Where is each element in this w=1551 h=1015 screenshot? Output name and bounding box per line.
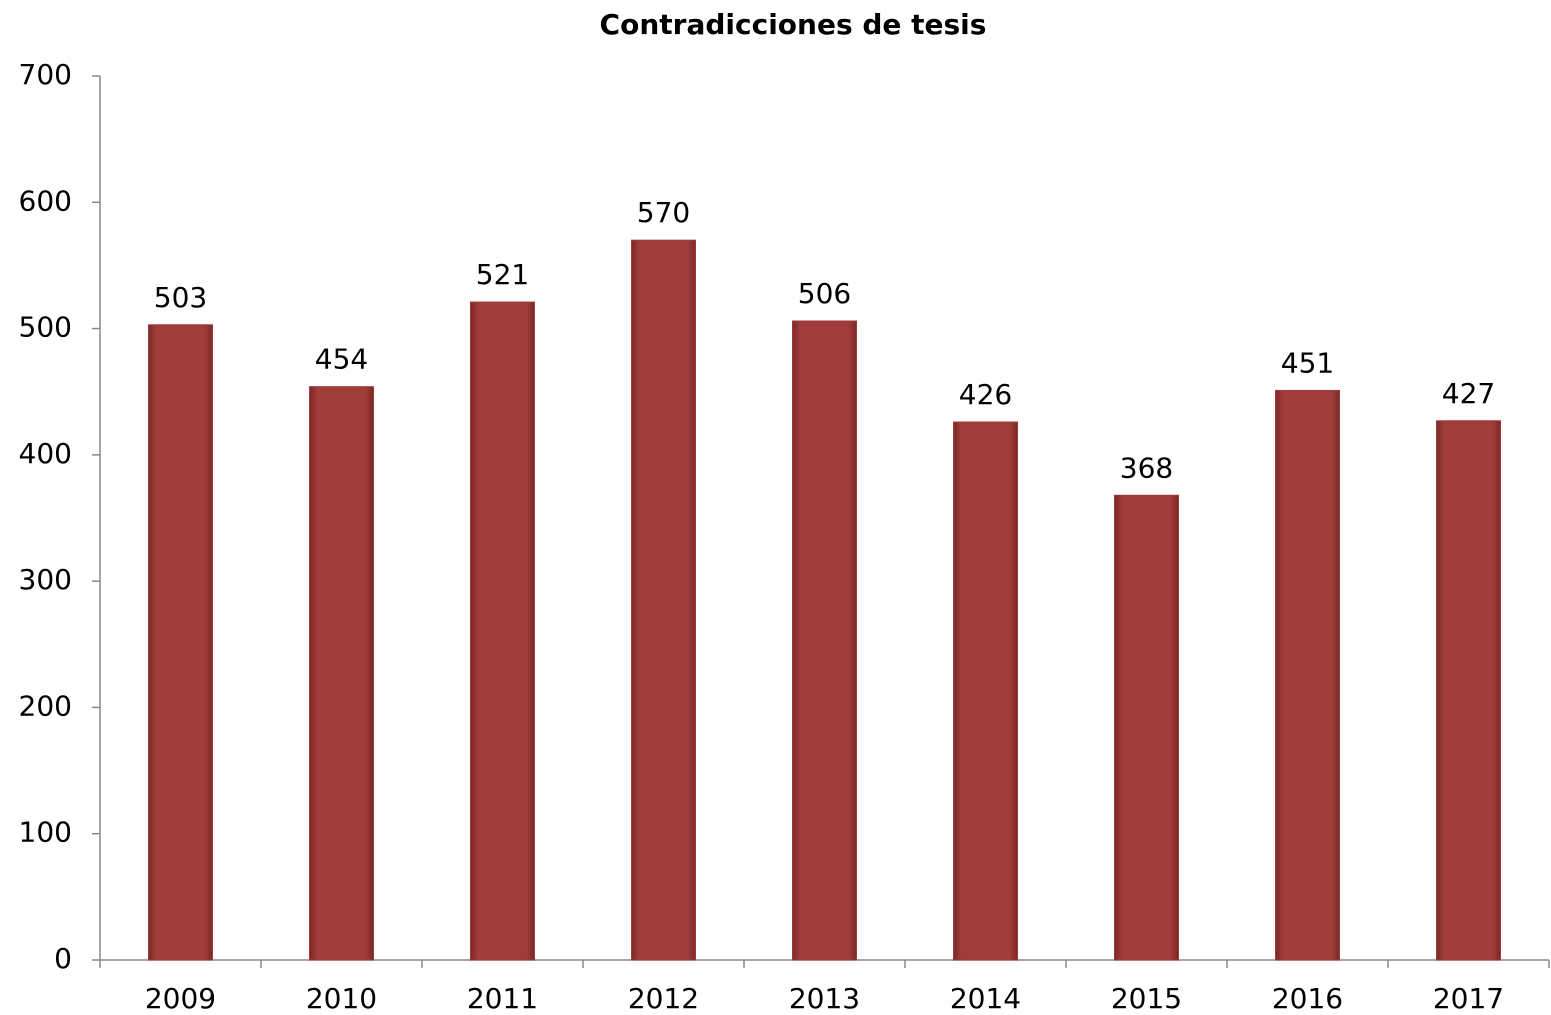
data-label: 570	[637, 196, 690, 229]
data-label: 426	[959, 378, 1012, 411]
y-tick-label: 700	[19, 58, 72, 91]
x-tick-label: 2017	[1433, 982, 1504, 1015]
bar	[953, 421, 1018, 961]
y-tick-label: 300	[19, 563, 72, 596]
bar	[148, 324, 213, 961]
y-tick-label: 200	[19, 689, 72, 722]
x-tick-label: 2013	[789, 982, 860, 1015]
bar	[1114, 494, 1179, 961]
x-tick-label: 2014	[950, 982, 1021, 1015]
data-label: 427	[1442, 377, 1495, 410]
x-tick-label: 2009	[145, 982, 216, 1015]
bar	[470, 301, 535, 961]
x-tick-label: 2011	[467, 982, 538, 1015]
data-label: 451	[1281, 346, 1334, 379]
data-label: 368	[1120, 451, 1173, 484]
x-tick-label: 2012	[628, 982, 699, 1015]
y-tick-label: 100	[19, 816, 72, 849]
data-label: 521	[476, 258, 529, 291]
chart-title: Contradicciones de tesis	[600, 8, 987, 41]
y-tick-label: 600	[19, 184, 72, 217]
y-tick-label: 500	[19, 311, 72, 344]
y-tick-label: 0	[54, 942, 72, 975]
data-label: 454	[315, 343, 368, 376]
bar	[1275, 389, 1340, 961]
bar	[309, 386, 374, 961]
data-label: 503	[154, 281, 207, 314]
bar	[792, 320, 857, 961]
x-tick-label: 2016	[1272, 982, 1343, 1015]
x-tick-label: 2015	[1111, 982, 1182, 1015]
y-tick-label: 400	[19, 437, 72, 470]
bar	[631, 239, 696, 961]
bar	[1436, 420, 1501, 961]
x-tick-label: 2010	[306, 982, 377, 1015]
data-label: 506	[798, 277, 851, 310]
